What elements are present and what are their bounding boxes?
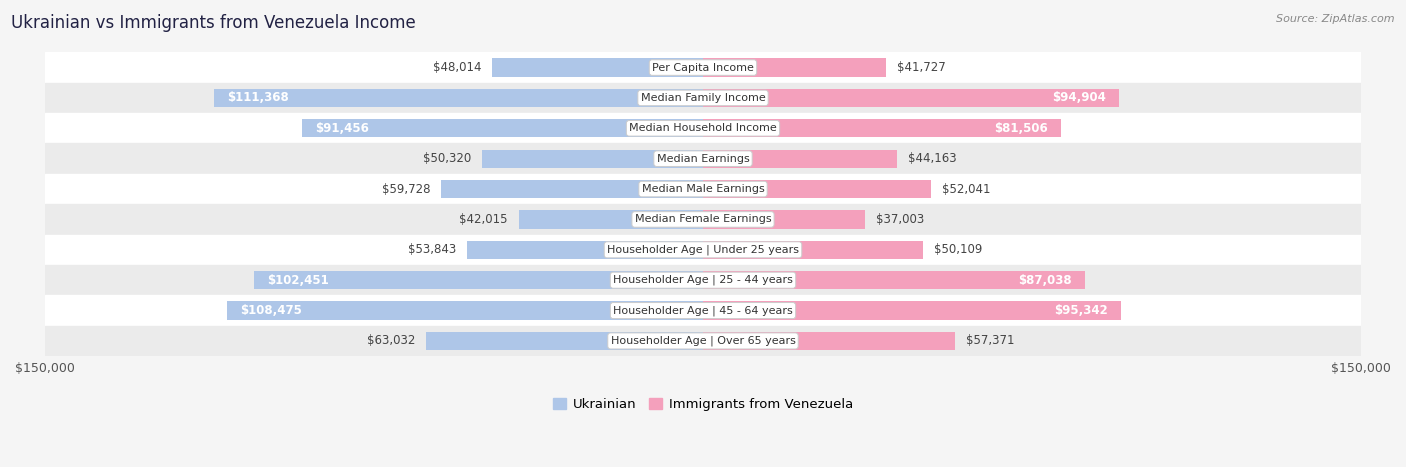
Text: $48,014: $48,014 [433, 61, 481, 74]
Legend: Ukrainian, Immigrants from Venezuela: Ukrainian, Immigrants from Venezuela [547, 393, 859, 417]
Bar [703, 241, 922, 259]
Text: Median Family Income: Median Family Income [641, 93, 765, 103]
Text: Per Capita Income: Per Capita Income [652, 63, 754, 72]
Text: $59,728: $59,728 [381, 183, 430, 196]
Bar [45, 83, 1361, 113]
Text: Householder Age | Under 25 years: Householder Age | Under 25 years [607, 245, 799, 255]
Bar [45, 174, 1361, 204]
Bar [45, 204, 1361, 234]
Text: $50,109: $50,109 [934, 243, 983, 256]
Text: $87,038: $87,038 [1018, 274, 1071, 287]
Text: $50,320: $50,320 [423, 152, 471, 165]
Text: Householder Age | Over 65 years: Householder Age | Over 65 years [610, 336, 796, 346]
Bar [45, 326, 1361, 356]
Text: $41,727: $41,727 [897, 61, 946, 74]
Bar [253, 271, 703, 289]
Text: Median Earnings: Median Earnings [657, 154, 749, 163]
Text: $94,904: $94,904 [1052, 92, 1107, 105]
Bar [703, 302, 1121, 320]
Text: $91,456: $91,456 [315, 122, 368, 135]
Text: $52,041: $52,041 [942, 183, 991, 196]
Bar [45, 265, 1361, 296]
Bar [519, 210, 703, 228]
Text: $37,003: $37,003 [876, 213, 925, 226]
Bar [703, 180, 931, 198]
Bar [45, 296, 1361, 326]
Bar [302, 119, 703, 137]
Text: Median Female Earnings: Median Female Earnings [634, 214, 772, 225]
Text: $81,506: $81,506 [994, 122, 1047, 135]
Text: Householder Age | 45 - 64 years: Householder Age | 45 - 64 years [613, 305, 793, 316]
Bar [703, 119, 1060, 137]
Bar [482, 149, 703, 168]
Text: Median Male Earnings: Median Male Earnings [641, 184, 765, 194]
Text: Householder Age | 25 - 44 years: Householder Age | 25 - 44 years [613, 275, 793, 285]
Bar [45, 113, 1361, 143]
Text: $102,451: $102,451 [267, 274, 329, 287]
Text: Median Household Income: Median Household Income [628, 123, 778, 133]
Bar [215, 89, 703, 107]
Text: $111,368: $111,368 [228, 92, 290, 105]
Bar [228, 302, 703, 320]
Bar [45, 143, 1361, 174]
Bar [703, 210, 865, 228]
Bar [441, 180, 703, 198]
Text: $95,342: $95,342 [1054, 304, 1108, 317]
Text: $108,475: $108,475 [240, 304, 302, 317]
Bar [703, 58, 886, 77]
Text: $63,032: $63,032 [367, 334, 416, 347]
Bar [703, 89, 1119, 107]
Bar [703, 271, 1085, 289]
Bar [45, 52, 1361, 83]
Text: $53,843: $53,843 [408, 243, 456, 256]
Bar [492, 58, 703, 77]
Bar [467, 241, 703, 259]
Text: $57,371: $57,371 [966, 334, 1014, 347]
Bar [703, 149, 897, 168]
Text: $44,163: $44,163 [908, 152, 956, 165]
Text: Source: ZipAtlas.com: Source: ZipAtlas.com [1277, 14, 1395, 24]
Bar [45, 234, 1361, 265]
Text: $42,015: $42,015 [460, 213, 508, 226]
Bar [703, 332, 955, 350]
Text: Ukrainian vs Immigrants from Venezuela Income: Ukrainian vs Immigrants from Venezuela I… [11, 14, 416, 32]
Bar [426, 332, 703, 350]
